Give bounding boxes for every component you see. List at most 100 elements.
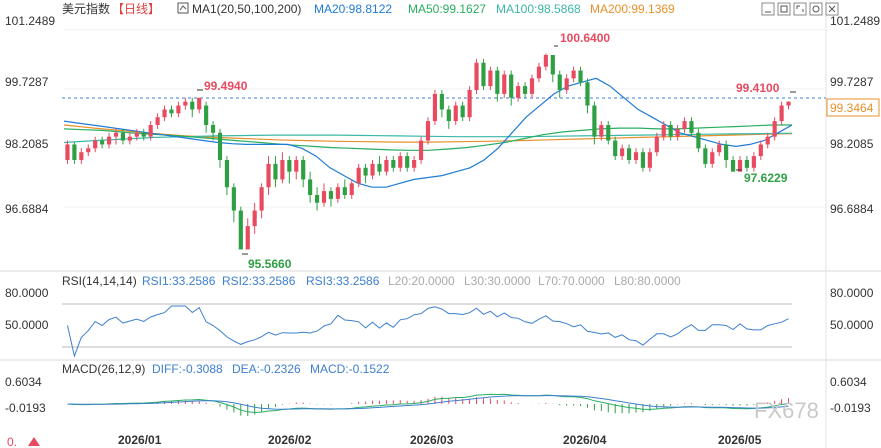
candle-body (557, 74, 562, 90)
period-label[interactable]: 【日线】 (112, 2, 160, 16)
candle-body (106, 136, 112, 145)
candle (626, 144, 632, 164)
candle-body (79, 152, 84, 160)
candle-body (522, 86, 528, 94)
candle (238, 206, 243, 250)
candle-body (758, 144, 763, 157)
candle (758, 140, 763, 160)
fullscreen-icon[interactable] (793, 2, 807, 16)
candle-body (65, 144, 70, 160)
candle (134, 128, 139, 141)
candle-body (321, 191, 327, 203)
price-label-right: 99.7287 (830, 75, 874, 89)
candle-body (592, 105, 597, 137)
candle (592, 101, 597, 145)
candle-body (398, 156, 403, 168)
candle-body (439, 93, 444, 110)
window-toolbar (761, 2, 839, 16)
annotation-low-right: 97.6229 (744, 171, 788, 185)
rsi-line (67, 305, 789, 358)
ma20-value: MA20:98.8122 (314, 2, 392, 16)
candle (578, 66, 583, 87)
candle-body (273, 163, 278, 180)
candle (391, 156, 396, 172)
candle-body (176, 105, 181, 114)
candle (176, 101, 181, 118)
candle (446, 105, 451, 129)
candle-body (786, 101, 791, 106)
candle-body (502, 74, 507, 94)
candle-body (613, 140, 618, 157)
candle (772, 117, 777, 141)
candle (571, 66, 576, 83)
indicator-toggle-icon[interactable] (177, 2, 189, 14)
candle-body (543, 55, 548, 67)
candle (599, 121, 604, 141)
candle-body (377, 163, 382, 172)
price-label-left: 99.7287 (5, 75, 49, 89)
annotation-high-right: 99.4100 (736, 81, 780, 95)
restore-icon[interactable] (777, 2, 791, 16)
macd-dea-value: DEA:-0.2326 (232, 362, 301, 376)
settings-icon[interactable] (809, 2, 823, 16)
candle (425, 117, 431, 145)
candle-body (335, 187, 340, 199)
candle (640, 148, 646, 172)
candle (183, 97, 188, 110)
candle (529, 74, 535, 98)
candle (321, 183, 327, 207)
candle (509, 70, 514, 106)
rsi-l20: L20:20.0000 (388, 274, 455, 288)
date-label: 2026/03 (410, 433, 454, 447)
candle-body (453, 105, 458, 122)
candle (259, 183, 264, 219)
candle (86, 144, 91, 157)
ma200-value: MA200:99.1369 (590, 2, 675, 16)
candle (384, 156, 389, 176)
price-axis: 101.2489 99.7287 98.2085 96.6884 101.248… (5, 14, 880, 216)
candle (245, 218, 250, 250)
candle-body (529, 78, 535, 94)
candle-body (432, 93, 438, 122)
candle-body (696, 132, 701, 149)
candle (120, 128, 126, 145)
candle-body (710, 152, 715, 164)
candle-body (550, 55, 555, 75)
warning-icon: 0. (7, 435, 40, 448)
candle-body (190, 101, 195, 110)
candle-body (238, 210, 243, 250)
minimize-icon[interactable] (761, 2, 775, 16)
candle-body (488, 70, 493, 87)
ma-label: MA1(20,50,100,200) (192, 2, 301, 16)
candle (460, 101, 465, 122)
candle (765, 132, 770, 149)
candle-body (301, 160, 306, 180)
candle (141, 128, 146, 141)
price-label-left: 96.6884 (5, 202, 49, 216)
candle-body (654, 136, 659, 153)
candle (689, 117, 694, 137)
candle (495, 66, 500, 102)
candle-body (717, 144, 722, 153)
annotation-high-left: 99.4940 (204, 79, 248, 93)
candle-body (682, 121, 687, 129)
candle (210, 121, 216, 141)
candle-body (599, 125, 604, 137)
candle (266, 156, 271, 195)
candle (162, 105, 167, 122)
candle-body (737, 160, 743, 172)
rsi-l30: L30:30.0000 (464, 274, 531, 288)
date-label: 2026/02 (268, 433, 312, 447)
candle-body (391, 160, 396, 168)
candle-body (661, 125, 666, 137)
candle (308, 171, 313, 203)
candle (675, 125, 680, 141)
candle (335, 183, 340, 203)
macd-diff-value: DIFF:-0.3088 (152, 362, 223, 376)
macd-axis-label: 0.6034 (830, 375, 867, 389)
candle-body (356, 167, 361, 184)
annotation-low: 95.5660 (248, 257, 292, 271)
candle-body (86, 148, 91, 153)
close-icon[interactable] (825, 2, 839, 16)
candle (536, 62, 542, 83)
